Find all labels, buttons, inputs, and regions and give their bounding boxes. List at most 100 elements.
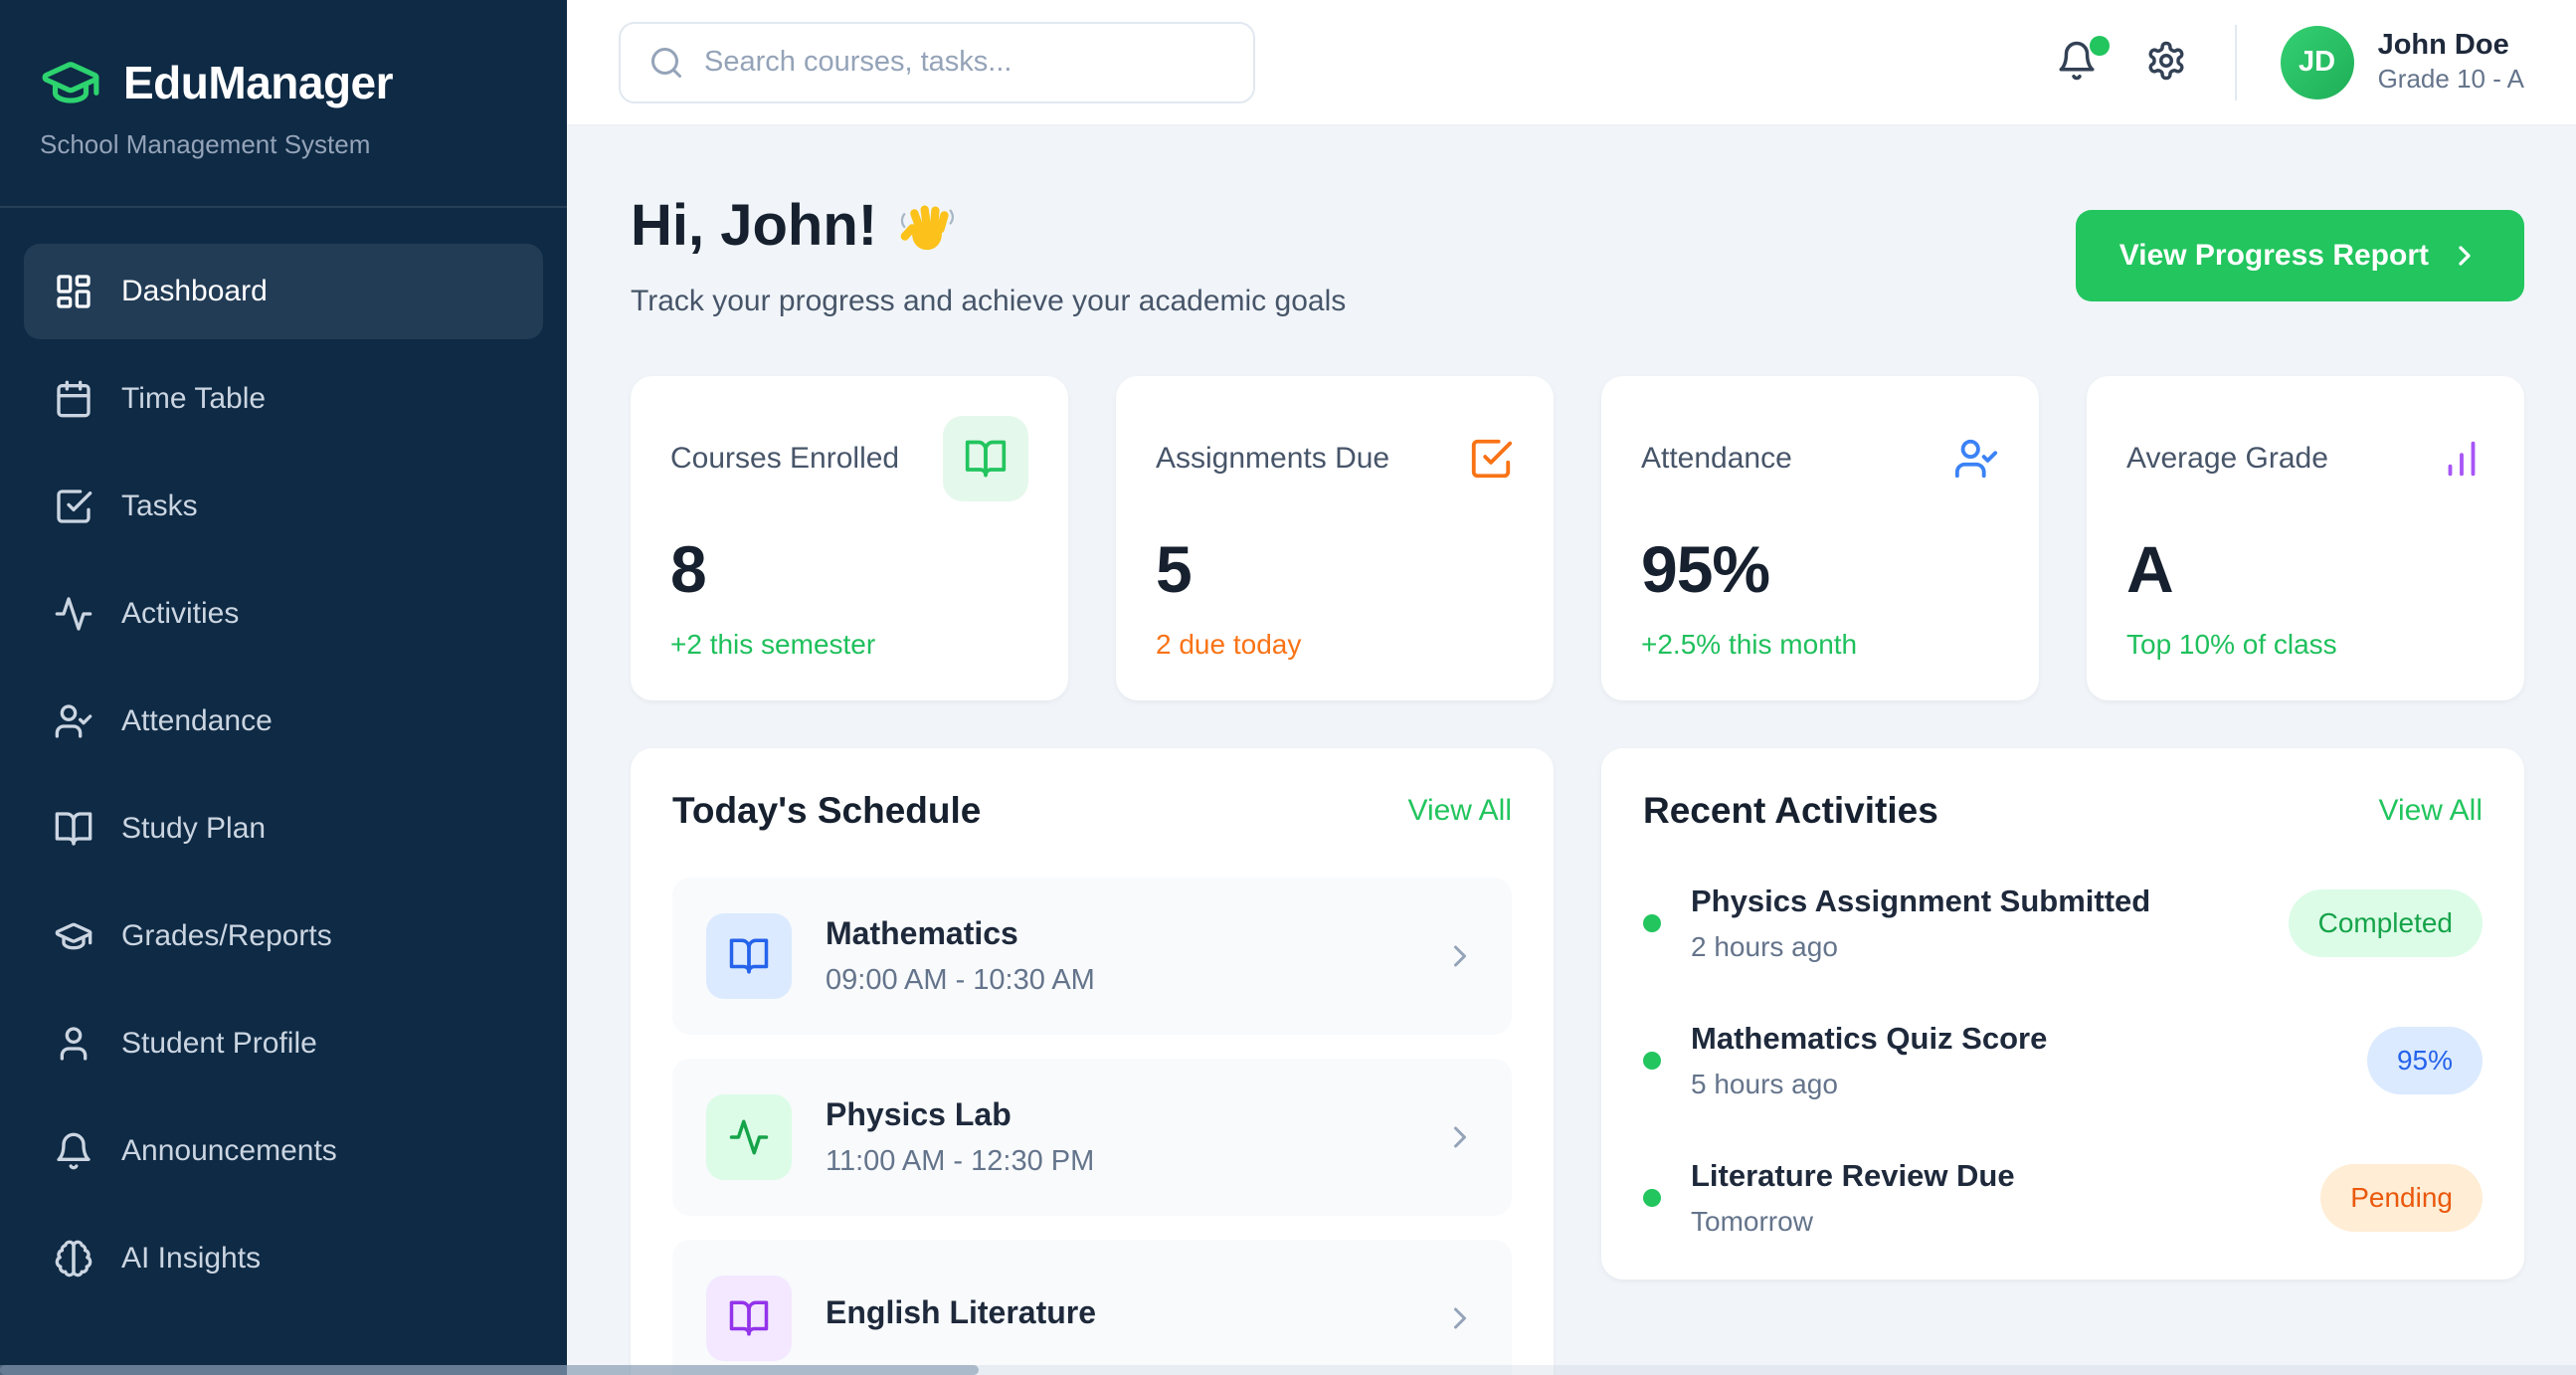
stat-label: Attendance <box>1641 442 1792 475</box>
user-menu[interactable]: JD John Doe Grade 10 - A <box>2280 25 2524 99</box>
search-box <box>619 21 1255 103</box>
stat-note: Top 10% of class <box>2126 629 2337 660</box>
avatar: JD <box>2280 25 2354 99</box>
chevron-right-icon <box>1454 1307 1466 1329</box>
schedule-item-title: Mathematics <box>826 915 1018 951</box>
sidebar-item-study-plan[interactable]: Study Plan <box>24 781 543 877</box>
stat-card-assignments-due: Assignments Due 5 2 due today <box>1116 376 1554 700</box>
sidebar-item-ai-insights[interactable]: AI Insights <box>24 1211 543 1306</box>
sidebar-item-announcements[interactable]: Announcements <box>24 1103 543 1199</box>
schedule-view-all-link[interactable]: View All <box>1407 794 1512 827</box>
graduation-cap-icon <box>42 62 99 103</box>
sidebar-item-label: Grades/Reports <box>121 919 332 952</box>
sidebar-item-attendance[interactable]: Attendance <box>24 674 543 769</box>
schedule-title: Today's Schedule <box>672 790 982 831</box>
sidebar-divider <box>0 206 567 208</box>
bell-icon <box>57 1132 91 1170</box>
book-open-icon <box>729 1300 769 1336</box>
schedule-item-english-literature[interactable]: English Literature <box>672 1240 1512 1375</box>
book-open-icon <box>729 938 769 974</box>
sidebar-nav: Dashboard Time Table Tasks Activities <box>0 208 567 1342</box>
sidebar-item-label: Attendance <box>121 704 273 737</box>
stat-label: Average Grade <box>2126 442 2328 475</box>
main-area: JD John Doe Grade 10 - A Hi, John! <box>567 0 2576 1375</box>
horizontal-scrollbar-thumb[interactable] <box>0 1365 980 1375</box>
user-check-icon <box>1954 439 1998 479</box>
settings-button[interactable] <box>2145 40 2191 86</box>
calendar-icon <box>57 380 91 418</box>
status-dot <box>1643 1189 1661 1207</box>
activity-title: Literature Review Due <box>1691 1158 2015 1193</box>
schedule-item-physics-lab[interactable]: Physics Lab 11:00 AM - 12:30 PM <box>672 1059 1512 1216</box>
sidebar-item-tasks[interactable]: Tasks <box>24 459 543 554</box>
schedule-item-mathematics[interactable]: Mathematics 09:00 AM - 10:30 AM <box>672 878 1512 1035</box>
stats-row: Courses Enrolled 8 +2 this semester Assi… <box>631 376 2524 700</box>
activity-item-math-quiz: Mathematics Quiz Score 5 hours ago 95% <box>1643 1021 2483 1100</box>
dashboard-icon <box>57 275 91 308</box>
sidebar-item-label: AI Insights <box>121 1242 262 1275</box>
sidebar-item-label: Dashboard <box>121 275 268 307</box>
subject-icon-tile <box>706 1276 792 1361</box>
schedule-item-time: 11:00 AM - 12:30 PM <box>826 1145 1095 1177</box>
sidebar-item-label: Study Plan <box>121 812 267 845</box>
brand-logo[interactable]: EduManager <box>40 52 527 113</box>
stat-value: 95% <box>1641 532 1770 606</box>
status-dot <box>1643 914 1661 932</box>
check-square-icon <box>57 490 92 523</box>
stat-label: Courses Enrolled <box>670 442 900 475</box>
activity-time: 5 hours ago <box>1691 1069 1838 1099</box>
status-badge: Completed <box>2288 889 2483 957</box>
greeting-title: Hi, John! <box>631 192 1346 259</box>
dashboard-content: Hi, John! <box>567 126 2576 1375</box>
todays-schedule-panel: Today's Schedule View All Mathematics <box>631 748 1554 1375</box>
sidebar-item-activities[interactable]: Activities <box>24 566 543 662</box>
activity-time: 2 hours ago <box>1691 931 1838 962</box>
book-open-icon <box>965 440 1007 478</box>
sidebar: EduManager School Management System Dash… <box>0 0 567 1375</box>
check-square-icon <box>1471 439 1513 479</box>
activity-title: Physics Assignment Submitted <box>1691 884 2151 918</box>
notifications-button[interactable] <box>2056 35 2110 86</box>
stat-note: 2 due today <box>1156 629 1302 660</box>
view-progress-report-button[interactable]: View Progress Report <box>2075 209 2524 301</box>
topbar: JD John Doe Grade 10 - A <box>567 0 2576 126</box>
subject-icon-tile <box>706 913 792 999</box>
sidebar-item-dashboard[interactable]: Dashboard <box>24 244 543 339</box>
sidebar-item-label: Tasks <box>121 490 198 522</box>
chevron-right-icon <box>2459 245 2471 266</box>
stat-icon-tile <box>943 416 1028 501</box>
status-badge: Pending <box>2320 1164 2483 1232</box>
activities-view-all-link[interactable]: View All <box>2378 794 2483 827</box>
brand-subtitle: School Management System <box>40 129 371 159</box>
activity-icon <box>55 597 92 631</box>
header-divider <box>2234 24 2237 100</box>
search-icon <box>651 47 681 78</box>
chevron-right-icon <box>1454 1126 1466 1148</box>
stat-note: +2.5% this month <box>1641 629 1858 660</box>
sidebar-item-student-profile[interactable]: Student Profile <box>24 996 543 1091</box>
notification-dot <box>2089 35 2110 56</box>
book-open-icon <box>55 812 92 846</box>
stat-value: A <box>2126 532 2174 606</box>
sidebar-item-time-table[interactable]: Time Table <box>24 351 543 447</box>
activity-title: Mathematics Quiz Score <box>1691 1021 2048 1056</box>
sidebar-item-grades-reports[interactable]: Grades/Reports <box>24 888 543 984</box>
user-grade: Grade 10 - A <box>2377 64 2524 94</box>
horizontal-scrollbar-track[interactable] <box>0 1365 2576 1375</box>
schedule-item-title: Physics Lab <box>826 1096 1012 1132</box>
activity-time: Tomorrow <box>1691 1206 1813 1237</box>
stat-note: +2 this semester <box>670 629 876 660</box>
activity-item-literature-review: Literature Review Due Tomorrow Pending <box>1643 1158 2483 1238</box>
waving-hand-icon <box>900 204 955 250</box>
subject-icon-tile <box>706 1094 792 1180</box>
user-check-icon <box>55 704 92 738</box>
activity-item-physics-assignment: Physics Assignment Submitted 2 hours ago… <box>1643 884 2483 963</box>
stat-card-average-grade: Average Grade A Top 10% of class <box>2087 376 2524 700</box>
chevron-right-icon <box>1454 945 1466 967</box>
search-input[interactable] <box>704 46 1225 79</box>
greeting-subtitle: Track your progress and achieve your aca… <box>631 285 1347 317</box>
brand-name: EduManager <box>123 57 394 108</box>
activity-icon <box>729 1119 769 1155</box>
activities-title: Recent Activities <box>1643 790 1938 831</box>
